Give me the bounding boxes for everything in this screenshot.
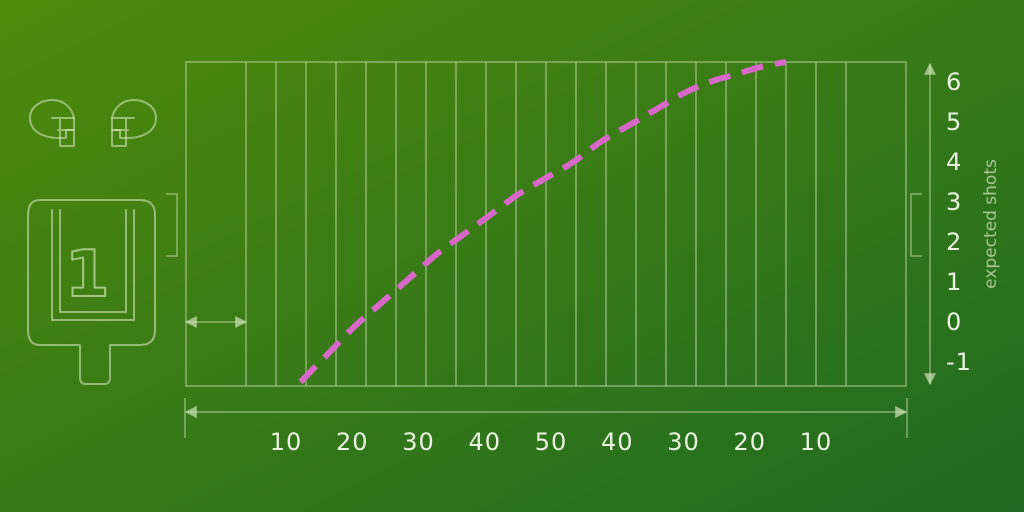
series-layer: [298, 59, 787, 385]
x-tick-label: 30: [402, 428, 435, 456]
y-tick-label: 3: [946, 188, 962, 216]
x-tick-labels: 10 20 30 40 50 40 30 20 10: [270, 428, 833, 456]
left-bracket: [166, 193, 178, 257]
y-tick-label: 0: [946, 308, 962, 336]
y-tick-label: 6: [946, 68, 962, 96]
down-marker-icon: 1: [27, 199, 156, 385]
y-tick-labels: -1 0 1 2 3 4 5 6: [946, 68, 972, 376]
y-tick-label: 1: [946, 268, 962, 296]
y-tick-label: -1: [946, 348, 972, 376]
x-tick-label: 10: [270, 428, 303, 456]
x-tick-label: 50: [535, 428, 568, 456]
x-tick-label: 20: [336, 428, 369, 456]
y-tick-label: 2: [946, 228, 962, 256]
x-tick-label: 30: [667, 428, 700, 456]
helmet-icon-left: [29, 99, 75, 147]
y-tick-label: 5: [946, 108, 962, 136]
x-tick-label: 20: [733, 428, 766, 456]
x-tick-label: 40: [468, 428, 501, 456]
y-axis-title: expected shots: [981, 159, 1001, 289]
x-tick-label: 40: [601, 428, 634, 456]
right-bracket: [910, 193, 922, 257]
scorecard-digit: 1: [65, 238, 110, 312]
helmet-icon-right: [111, 99, 157, 147]
x-tick-label: 10: [800, 428, 833, 456]
series-line: [298, 59, 787, 385]
field-grid: [185, 61, 907, 387]
y-tick-label: 4: [946, 148, 962, 176]
